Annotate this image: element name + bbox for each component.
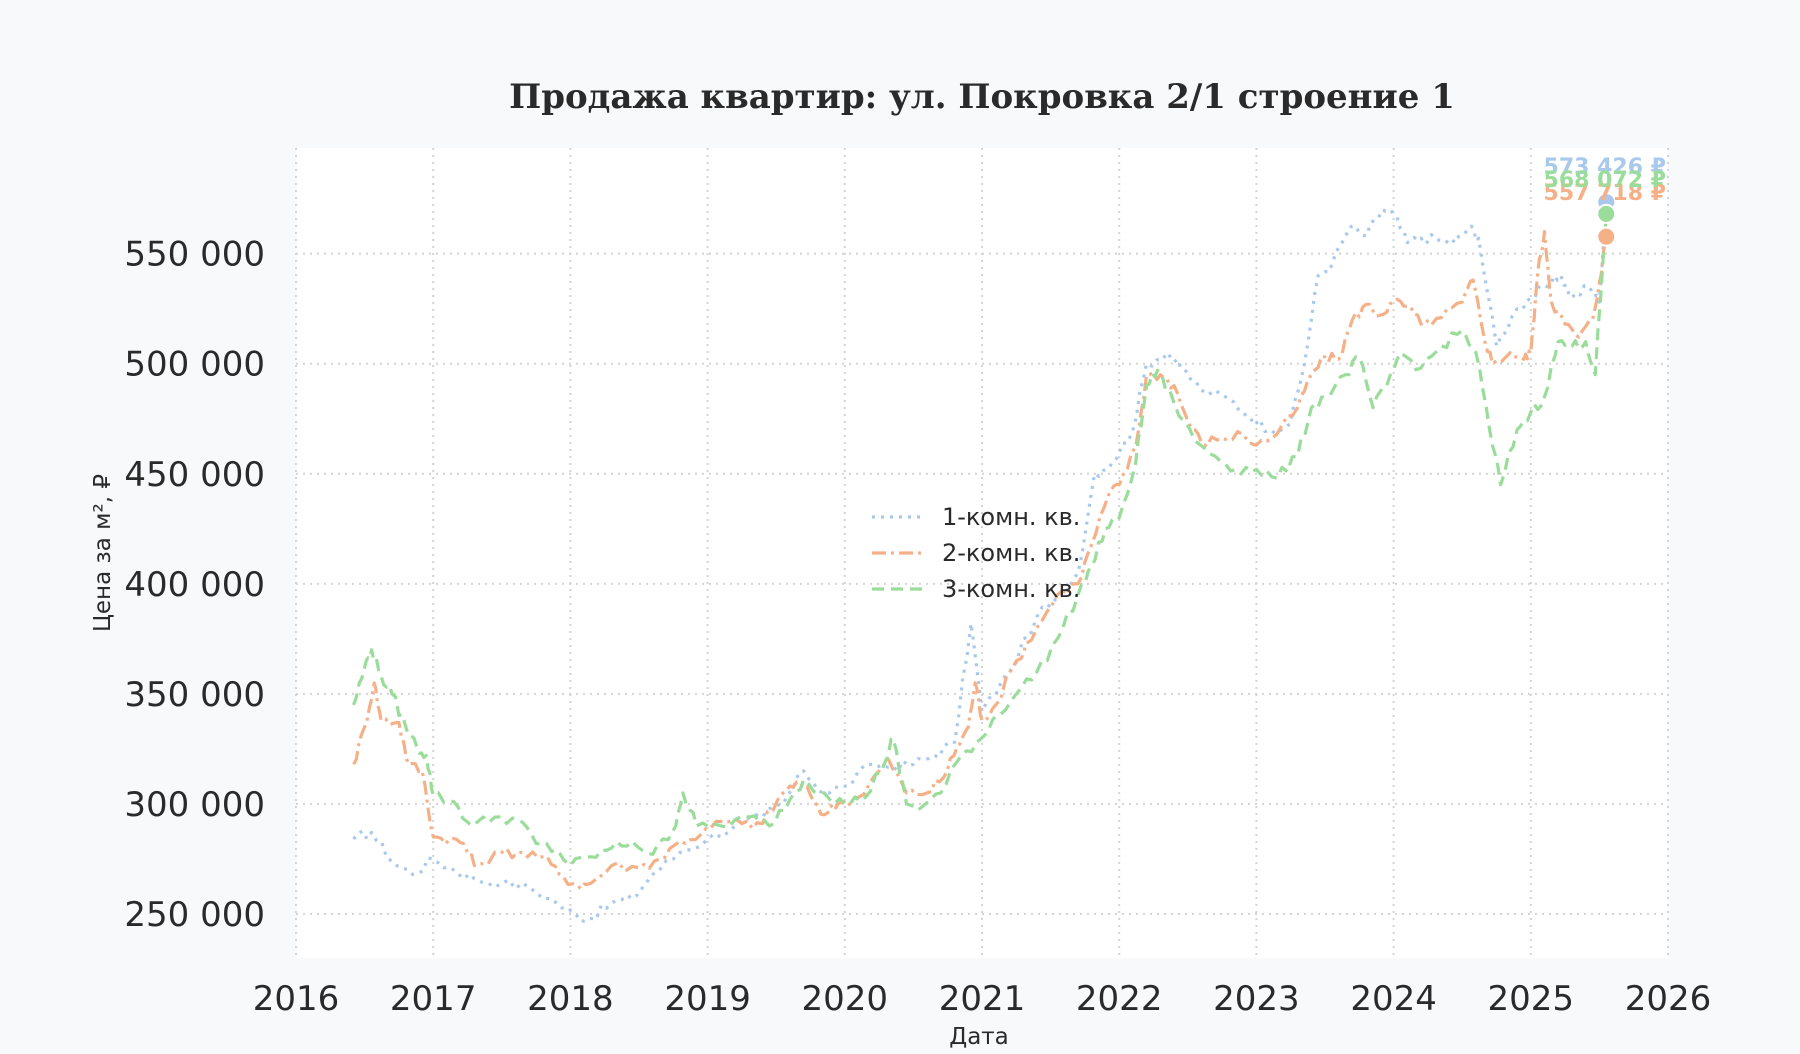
y-tick-label: 350 000 (124, 675, 265, 715)
series-lines (352, 201, 1608, 923)
y-tick-label: 550 000 (124, 235, 265, 275)
legend-item-2[interactable]: 2-комн. кв. (872, 539, 1080, 567)
series-line-3 (352, 213, 1608, 868)
x-tick-label: 2025 (1488, 979, 1575, 1019)
legend-label: 3-комн. кв. (942, 575, 1080, 603)
x-tick-label: 2022 (1076, 979, 1163, 1019)
x-tick-label: 2024 (1350, 979, 1437, 1019)
legend-item-3[interactable]: 3-комн. кв. (872, 575, 1080, 603)
x-tick-label: 2018 (527, 979, 614, 1019)
x-tick-label: 2021 (939, 979, 1026, 1019)
y-tick-label: 300 000 (124, 785, 265, 825)
chart-title: Продажа квартир: ул. Покровка 2/1 строен… (509, 77, 1455, 117)
y-tick-label: 250 000 (124, 895, 265, 935)
legend-label: 2-комн. кв. (942, 539, 1080, 567)
x-tick-label: 2023 (1213, 979, 1300, 1019)
y-tick-label: 400 000 (124, 565, 265, 605)
end-value-label-1: 573 426 ₽ (1544, 155, 1666, 180)
legend-item-1[interactable]: 1-комн. кв. (872, 503, 1080, 531)
x-tick-label: 2020 (802, 979, 889, 1019)
x-tick-label: 2026 (1625, 979, 1712, 1019)
grid (295, 148, 1669, 958)
y-tick-label: 500 000 (124, 345, 265, 385)
end-point-2 (1596, 226, 1617, 247)
end-markers: 573 426 ₽557 718 ₽568 072 ₽ (1544, 155, 1666, 247)
axis-ticks: 2016 2017 2018 2019 2020 2021 2022 2023 2024 2025… (124, 235, 1711, 1019)
end-point-3 (1596, 203, 1617, 224)
end-value-label-2: 557 718 ₽ (1544, 181, 1666, 206)
legend[interactable]: 1-комн. кв. 2-комн. кв. 3-комн. кв. (872, 503, 1080, 603)
x-axis-label: Дата (949, 1024, 1009, 1050)
legend-label: 1-комн. кв. (942, 503, 1080, 531)
x-tick-label: 2017 (390, 979, 477, 1019)
x-tick-label: 2016 (253, 979, 340, 1019)
end-value-label-3: 568 072 ₽ (1544, 168, 1666, 193)
y-tick-label: 450 000 (124, 455, 265, 495)
series-line-1 (352, 201, 1608, 923)
x-tick-label: 2019 (664, 979, 751, 1019)
y-axis-label: Цена за м², ₽ (90, 474, 116, 632)
